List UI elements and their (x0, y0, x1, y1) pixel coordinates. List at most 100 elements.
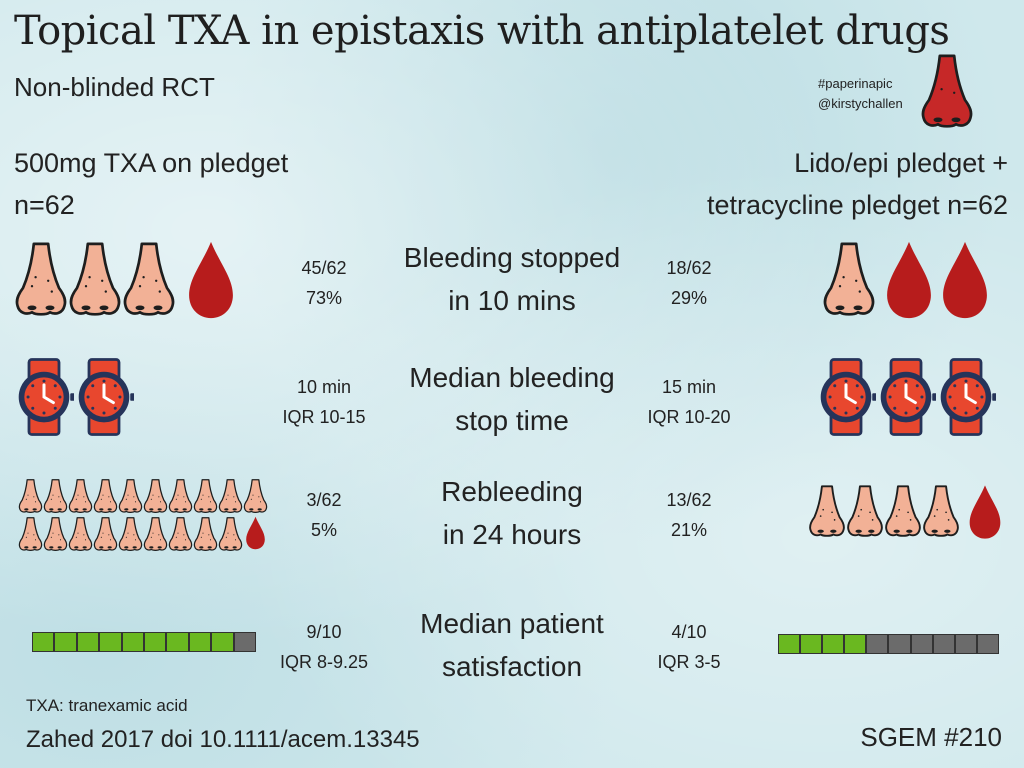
row1-left-percent: 73% (305, 288, 343, 308)
blood-drop-icon (887, 241, 931, 319)
row4-right-iqr: IQR 3-5 (657, 652, 721, 672)
page-title: Topical TXA in epistaxis with antiplatel… (14, 8, 950, 54)
nose-icon (168, 517, 193, 551)
nose-icon (43, 517, 68, 551)
satisfaction-cell-filled (32, 632, 55, 652)
row4-outcome-line2: satisfaction (441, 651, 583, 682)
row1-left-count: 45/62 (301, 258, 347, 278)
row4-right-stat: 4/10 IQR 3-5 (629, 617, 749, 677)
arm-right-line2: tetracycline pledget n=62 (707, 190, 1008, 220)
satisfaction-cell-filled (166, 632, 189, 652)
blood-drop-icon (969, 485, 1001, 539)
row4-right-median: 4/10 (671, 622, 707, 642)
row1-outcome-line1: Bleeding stopped (403, 242, 621, 273)
nose-icon (118, 479, 143, 513)
row1-outcome: Bleeding stopped in 10 mins (382, 236, 642, 322)
row1-outcome-line2: in 10 mins (448, 285, 576, 316)
nose-row-top (18, 478, 268, 514)
row1-right-stat: 18/62 29% (629, 253, 749, 313)
watch-icon (939, 357, 996, 437)
satisfaction-cell-empty (976, 634, 999, 654)
nose-icon (123, 242, 175, 316)
satisfaction-cell-empty (954, 634, 977, 654)
row2-left-stat: 10 min IQR 10-15 (264, 372, 384, 432)
row3-outcome-line2: in 24 hours (442, 519, 582, 550)
nose-icon (823, 242, 875, 316)
nose-icon (69, 242, 121, 316)
row4-outcome: Median patient satisfaction (382, 602, 642, 688)
row2-left-icons (14, 356, 134, 438)
arm-left-line1: 500mg TXA on pledget (14, 148, 289, 178)
row2-right-median: 15 min (661, 377, 717, 397)
row3-left-stat: 3/62 5% (264, 485, 384, 545)
row3-right-stat: 13/62 21% (629, 485, 749, 545)
satisfaction-cell-filled (211, 632, 234, 652)
satisfaction-bar-right (778, 634, 999, 654)
row3-right-percent: 21% (670, 520, 708, 540)
nose-icon (15, 242, 67, 316)
row1-right-percent: 29% (670, 288, 708, 308)
satisfaction-cell-filled (121, 632, 144, 652)
row4-left-median: 9/10 (306, 622, 342, 642)
row2-outcome-line2: stop time (455, 405, 569, 436)
satisfaction-cell-filled (778, 634, 801, 654)
satisfaction-cell-filled (54, 632, 77, 652)
hashtag: #paperinapic (818, 76, 893, 91)
study-design: Non-blinded RCT (14, 72, 215, 102)
nose-icon (143, 517, 168, 551)
row2-right-iqr: IQR 10-20 (647, 407, 731, 427)
satisfaction-cell-filled (800, 634, 823, 654)
nose-icon (218, 479, 243, 513)
nose-icon (18, 517, 43, 551)
arm-left-label: 500mg TXA on pledget n=62 (14, 142, 288, 226)
row3-right-count: 13/62 (666, 490, 712, 510)
row2-left-iqr: IQR 10-15 (282, 407, 366, 427)
nose-icon (923, 485, 959, 537)
row2-right-stat: 15 min IQR 10-20 (629, 372, 749, 432)
watch-icon (77, 357, 134, 437)
nose-icon (93, 479, 118, 513)
row3-left-percent: 5% (310, 520, 337, 540)
row1-left-icons (14, 238, 238, 320)
row2-left-median: 10 min (296, 377, 352, 397)
nose-icon (193, 517, 218, 551)
nose-icon (193, 479, 218, 513)
blood-drop-icon (189, 241, 233, 319)
citation: Zahed 2017 doi 10.1111/acem.13345 (26, 726, 420, 753)
satisfaction-cell-filled (844, 634, 867, 654)
row1-right-count: 18/62 (666, 258, 712, 278)
sgem-episode: SGEM #210 (860, 722, 1002, 752)
arm-right-label: Lido/epi pledget + tetracycline pledget … (707, 142, 1008, 226)
nose-icon (68, 479, 93, 513)
row3-right-icons (808, 482, 1004, 540)
satisfaction-cell-filled (822, 634, 845, 654)
row3-left-count: 3/62 (306, 490, 342, 510)
row4-left-stat: 9/10 IQR 8-9.25 (264, 617, 384, 677)
satisfaction-cell-empty (910, 634, 933, 654)
nose-icon (93, 517, 118, 551)
nose-icon (885, 485, 921, 537)
nose-icon (43, 479, 68, 513)
row4-left-iqr: IQR 8-9.25 (279, 652, 369, 672)
row1-right-icons (822, 238, 992, 320)
arm-right-line1: Lido/epi pledget + (794, 148, 1008, 178)
satisfaction-bar-left (32, 632, 256, 652)
row1-left-stat: 45/62 73% (264, 253, 384, 313)
nose-icon (18, 479, 43, 513)
satisfaction-cell-filled (188, 632, 212, 652)
watch-icon (879, 357, 936, 437)
abbreviation-note: TXA: tranexamic acid (26, 696, 188, 715)
row3-outcome-line1: Rebleeding (441, 476, 583, 507)
author-handle: @kirstychallen (818, 96, 903, 111)
row4-outcome-line1: Median patient (420, 608, 604, 639)
arm-left-line2: n=62 (14, 190, 75, 220)
nose-icon (809, 485, 845, 537)
nose-icon (218, 517, 243, 551)
red-nose-icon (921, 54, 973, 128)
satisfaction-cell-filled (143, 632, 167, 652)
watch-icon (819, 357, 876, 437)
nose-row-bottom (18, 516, 268, 552)
nose-icon (118, 517, 143, 551)
row2-right-icons (816, 356, 996, 438)
nose-icon (847, 485, 883, 537)
